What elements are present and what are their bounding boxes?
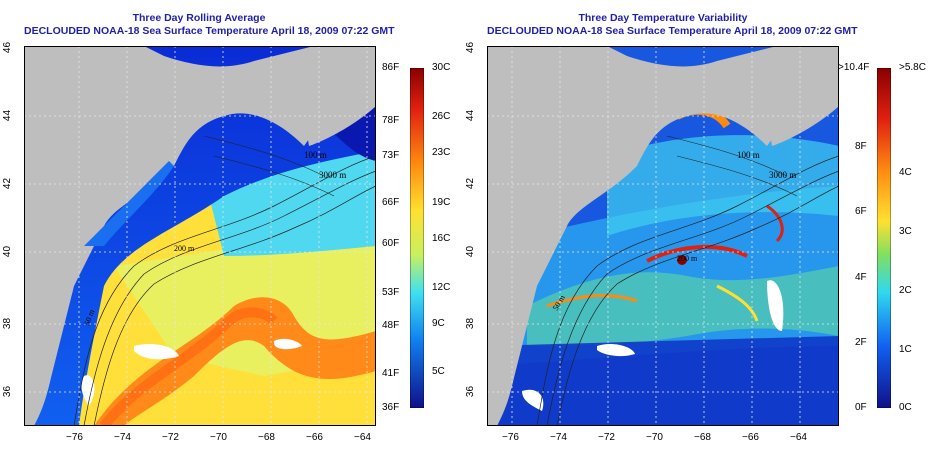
left-xtick: −74 (114, 432, 131, 443)
left-cb-c: 12C (432, 282, 451, 293)
left-colorbar (410, 68, 424, 408)
left-cb-c: 9C (432, 318, 445, 329)
right-ytick: 36 (465, 385, 477, 398)
right-cb-c: 4C (899, 167, 912, 178)
left-cb-f: 36F (382, 402, 400, 413)
right-cb-c: 3C (899, 226, 912, 237)
right-cb-c: 0C (899, 402, 912, 413)
left-cb-c: 5C (432, 366, 445, 377)
right-title-line1: Three Day Temperature Variability (578, 12, 748, 24)
right-cb-c: >5.8C (899, 62, 926, 73)
right-ytick: 40 (465, 245, 477, 258)
right-cb-f: 8F (855, 141, 867, 152)
left-xtick: −72 (162, 432, 179, 443)
right-cb-f: >10.4F (838, 62, 870, 73)
right-cb-f: 4F (855, 272, 867, 283)
right-xtick: −72 (598, 432, 615, 443)
left-cb-f: 86F (382, 62, 400, 73)
left-cb-c: 30C (432, 62, 451, 73)
left-cb-c: 19C (432, 197, 451, 208)
left-cb-f: 41F (382, 368, 400, 379)
right-variability-map: 100 m 3000 m 200 m 50 m (487, 46, 839, 426)
right-ytick: 46 (465, 41, 477, 54)
left-cb-c: 16C (432, 233, 451, 244)
left-cb-c: 23C (432, 147, 451, 158)
left-ytick: 36 (2, 385, 14, 398)
right-cb-f: 2F (855, 337, 867, 348)
left-ytick: 40 (2, 245, 14, 258)
right-cb-f: 0F (855, 402, 867, 413)
left-xtick: −66 (306, 432, 323, 443)
left-cb-f: 48F (382, 320, 400, 331)
left-xtick: −76 (66, 432, 83, 443)
land (24, 46, 376, 426)
contour-label-200m: 200 m (174, 244, 195, 253)
left-cb-f: 66F (382, 197, 400, 208)
right-xtick: −76 (502, 432, 519, 443)
right-xtick: −68 (694, 432, 711, 443)
left-title-line1: Three Day Rolling Average (132, 12, 266, 24)
nova-scotia (304, 76, 376, 146)
right-xtick: −64 (790, 432, 807, 443)
left-cb-f: 53F (382, 287, 400, 298)
right-ytick: 38 (465, 317, 477, 330)
right-ytick: 42 (465, 177, 477, 190)
right-colorbar (877, 68, 891, 408)
left-sst-map: 100 m 3000 m 50 m 200 m (24, 46, 376, 426)
contour-label-100m: 100 m (737, 150, 760, 160)
left-ytick: 42 (2, 177, 14, 190)
left-ytick: 44 (2, 109, 14, 122)
gulf-stream-band (94, 297, 376, 426)
right-cb-f: 6F (855, 206, 867, 217)
left-cb-c: 26C (432, 111, 451, 122)
right-xtick: −66 (742, 432, 759, 443)
left-ytick: 38 (2, 317, 14, 330)
right-title-line2: DECLOUDED NOAA-18 Sea Surface Temperatur… (487, 25, 858, 37)
gulf-stream-core (100, 307, 278, 426)
left-cb-f: 60F (382, 238, 400, 249)
nearshore-water (84, 161, 174, 246)
left-cb-f: 73F (382, 150, 400, 161)
left-ytick: 46 (2, 41, 14, 54)
right-ytick: 44 (465, 109, 477, 122)
contour-label-3000m: 3000 m (319, 170, 346, 180)
contour-label-3000m: 3000 m (769, 170, 796, 180)
left-cb-f: 78F (382, 115, 400, 126)
left-xtick: −64 (354, 432, 371, 443)
right-cb-c: 1C (899, 344, 912, 355)
left-xtick: −70 (210, 432, 227, 443)
contour-label-200m: 200 m (677, 254, 698, 263)
left-title-line2: DECLOUDED NOAA-18 Sea Surface Temperatur… (24, 25, 395, 37)
left-xtick: −68 (258, 432, 275, 443)
right-xtick: −70 (646, 432, 663, 443)
right-xtick: −74 (550, 432, 567, 443)
right-cb-c: 2C (899, 285, 912, 296)
contour-label-100m: 100 m (304, 150, 327, 160)
